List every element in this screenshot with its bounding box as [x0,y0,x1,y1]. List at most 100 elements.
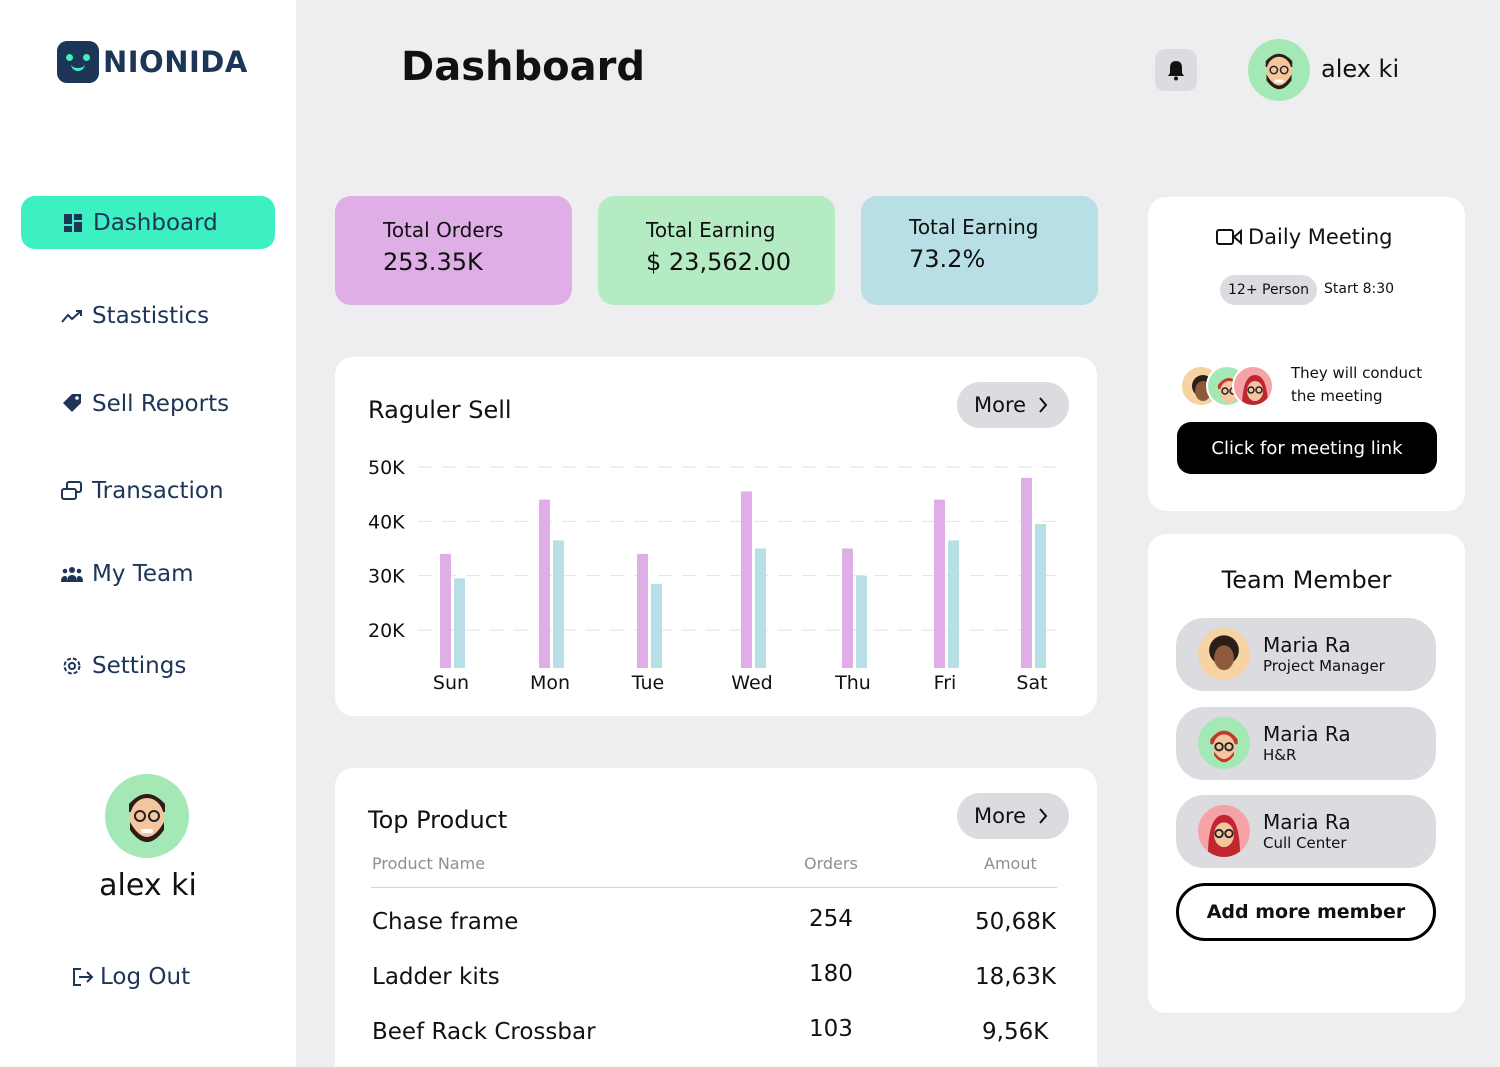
stat-card-total-orders: Total Orders 253.35K [335,196,572,305]
sidebar: NIONIDA Dashboard Stastistics Sell Repor… [0,0,296,1067]
chevron-right-icon [1038,396,1048,414]
amount-cell: 18,63K [975,964,1056,990]
x-tick-label: Sat [1016,672,1047,694]
column-header-amount: Amout [984,854,1037,873]
regular-sell-title: Raguler Sell [368,396,512,424]
member-name: Maria Ra [1263,633,1351,657]
stat-label: Total Earning [646,218,776,242]
bar-series-2 [553,540,564,668]
page-title: Dashboard [401,44,645,90]
team-member-card[interactable]: Maria Ra Cull Center [1176,795,1436,868]
sidebar-item-my-team[interactable]: My Team [60,561,194,587]
attendee-avatar [1232,365,1274,407]
x-tick-label: Wed [731,672,772,694]
stat-card-earning-rate: Total Earning 73.2% [861,196,1098,305]
daily-meeting-title: Daily Meeting [1216,225,1392,249]
orders-cell: 180 [809,961,853,987]
amount-cell: 9,56K [982,1019,1049,1045]
more-label: More [974,804,1027,828]
more-label: More [974,393,1027,417]
bell-icon [1168,61,1184,81]
header-user-name[interactable]: alex ki [1321,55,1400,83]
team-icon [60,562,84,586]
amount-cell: 50,68K [975,909,1056,935]
product-name-cell: Beef Rack Crossbar [372,1019,596,1045]
sidebar-item-label: Sell Reports [92,391,230,417]
bar-series-1 [934,499,945,668]
member-role: Project Manager [1263,657,1385,675]
sidebar-item-transaction[interactable]: Transaction [60,478,224,504]
member-avatar [1198,805,1250,857]
bar-series-1 [842,548,853,668]
user-avatar-icon [129,794,165,842]
logo[interactable]: NIONIDA [57,41,248,83]
stat-card-total-earning: Total Earning $ 23,562.00 [598,196,835,305]
chevron-right-icon [1038,807,1048,825]
bar-series-2 [856,575,867,668]
x-tick-label: Thu [834,672,871,694]
orders-cell: 103 [809,1016,853,1042]
product-name-cell: Chase frame [372,909,519,935]
add-member-button[interactable]: Add more member [1176,883,1436,941]
stat-value: 73.2% [909,245,986,273]
column-header-product-name: Product Name [372,854,486,873]
brand-name: NIONIDA [103,45,248,79]
x-tick-label: Sun [433,672,469,694]
gear-icon [60,654,84,678]
sidebar-item-sell-reports[interactable]: Sell Reports [60,391,229,417]
sidebar-user-name: alex ki [99,868,197,903]
header-avatar[interactable] [1248,39,1310,101]
team-member-card[interactable]: Maria Ra Project Manager [1176,618,1436,691]
top-product-title: Top Product [368,806,508,834]
sidebar-item-statistics[interactable]: Stastistics [60,303,209,329]
video-camera-icon [1216,228,1242,246]
bar-series-1 [741,491,752,668]
stat-value: $ 23,562.00 [646,248,792,276]
sidebar-item-label: Transaction [92,478,224,504]
notification-button[interactable] [1155,49,1197,91]
y-tick-label: 50K [368,457,405,479]
sidebar-item-settings[interactable]: Settings [60,653,186,679]
meeting-link-button[interactable]: Click for meeting link [1177,422,1437,474]
column-header-orders: Orders [804,854,858,873]
bar-series-1 [440,553,451,668]
stat-value: 253.35K [383,248,483,276]
member-avatar [1198,628,1250,680]
avatar[interactable] [105,774,189,858]
x-tick-label: Mon [530,672,570,694]
team-member-title: Team Member [1221,566,1392,594]
person-count-badge: 12+ Person [1220,275,1318,305]
member-name: Maria Ra [1263,810,1351,834]
bar-series-2 [755,548,766,668]
orders-cell: 254 [809,906,853,932]
bar-series-2 [948,540,959,668]
member-name: Maria Ra [1263,722,1351,746]
bar-series-2 [1035,524,1046,668]
transfer-icon [60,479,84,503]
meeting-start-time: Start 8:30 [1324,281,1395,297]
regular-sell-more-button[interactable]: More [957,382,1069,428]
meeting-note: They will conduct the meeting [1291,364,1423,405]
member-role: H&R [1263,746,1297,764]
member-avatar [1198,717,1250,769]
stat-label: Total Orders [383,218,504,242]
y-tick-label: 30K [368,566,405,588]
bar-series-2 [454,578,465,668]
grid-icon [61,211,85,235]
logout-button[interactable]: Log Out [72,964,190,990]
product-name-cell: Ladder kits [372,964,500,990]
sidebar-item-dashboard[interactable]: Dashboard [21,196,275,249]
bar-series-1 [1021,477,1032,668]
robot-logo-icon [57,41,99,83]
y-tick-label: 20K [368,620,405,642]
logout-label: Log Out [100,964,191,990]
x-tick-label: Tue [631,672,664,694]
top-product-more-button[interactable]: More [957,793,1069,839]
meeting-title-label: Daily Meeting [1248,225,1393,249]
sidebar-item-label: Stastistics [92,303,210,329]
bar-series-1 [637,553,648,668]
bar-series-1 [539,499,550,668]
team-member-card[interactable]: Maria Ra H&R [1176,707,1436,780]
logout-icon [72,967,94,987]
